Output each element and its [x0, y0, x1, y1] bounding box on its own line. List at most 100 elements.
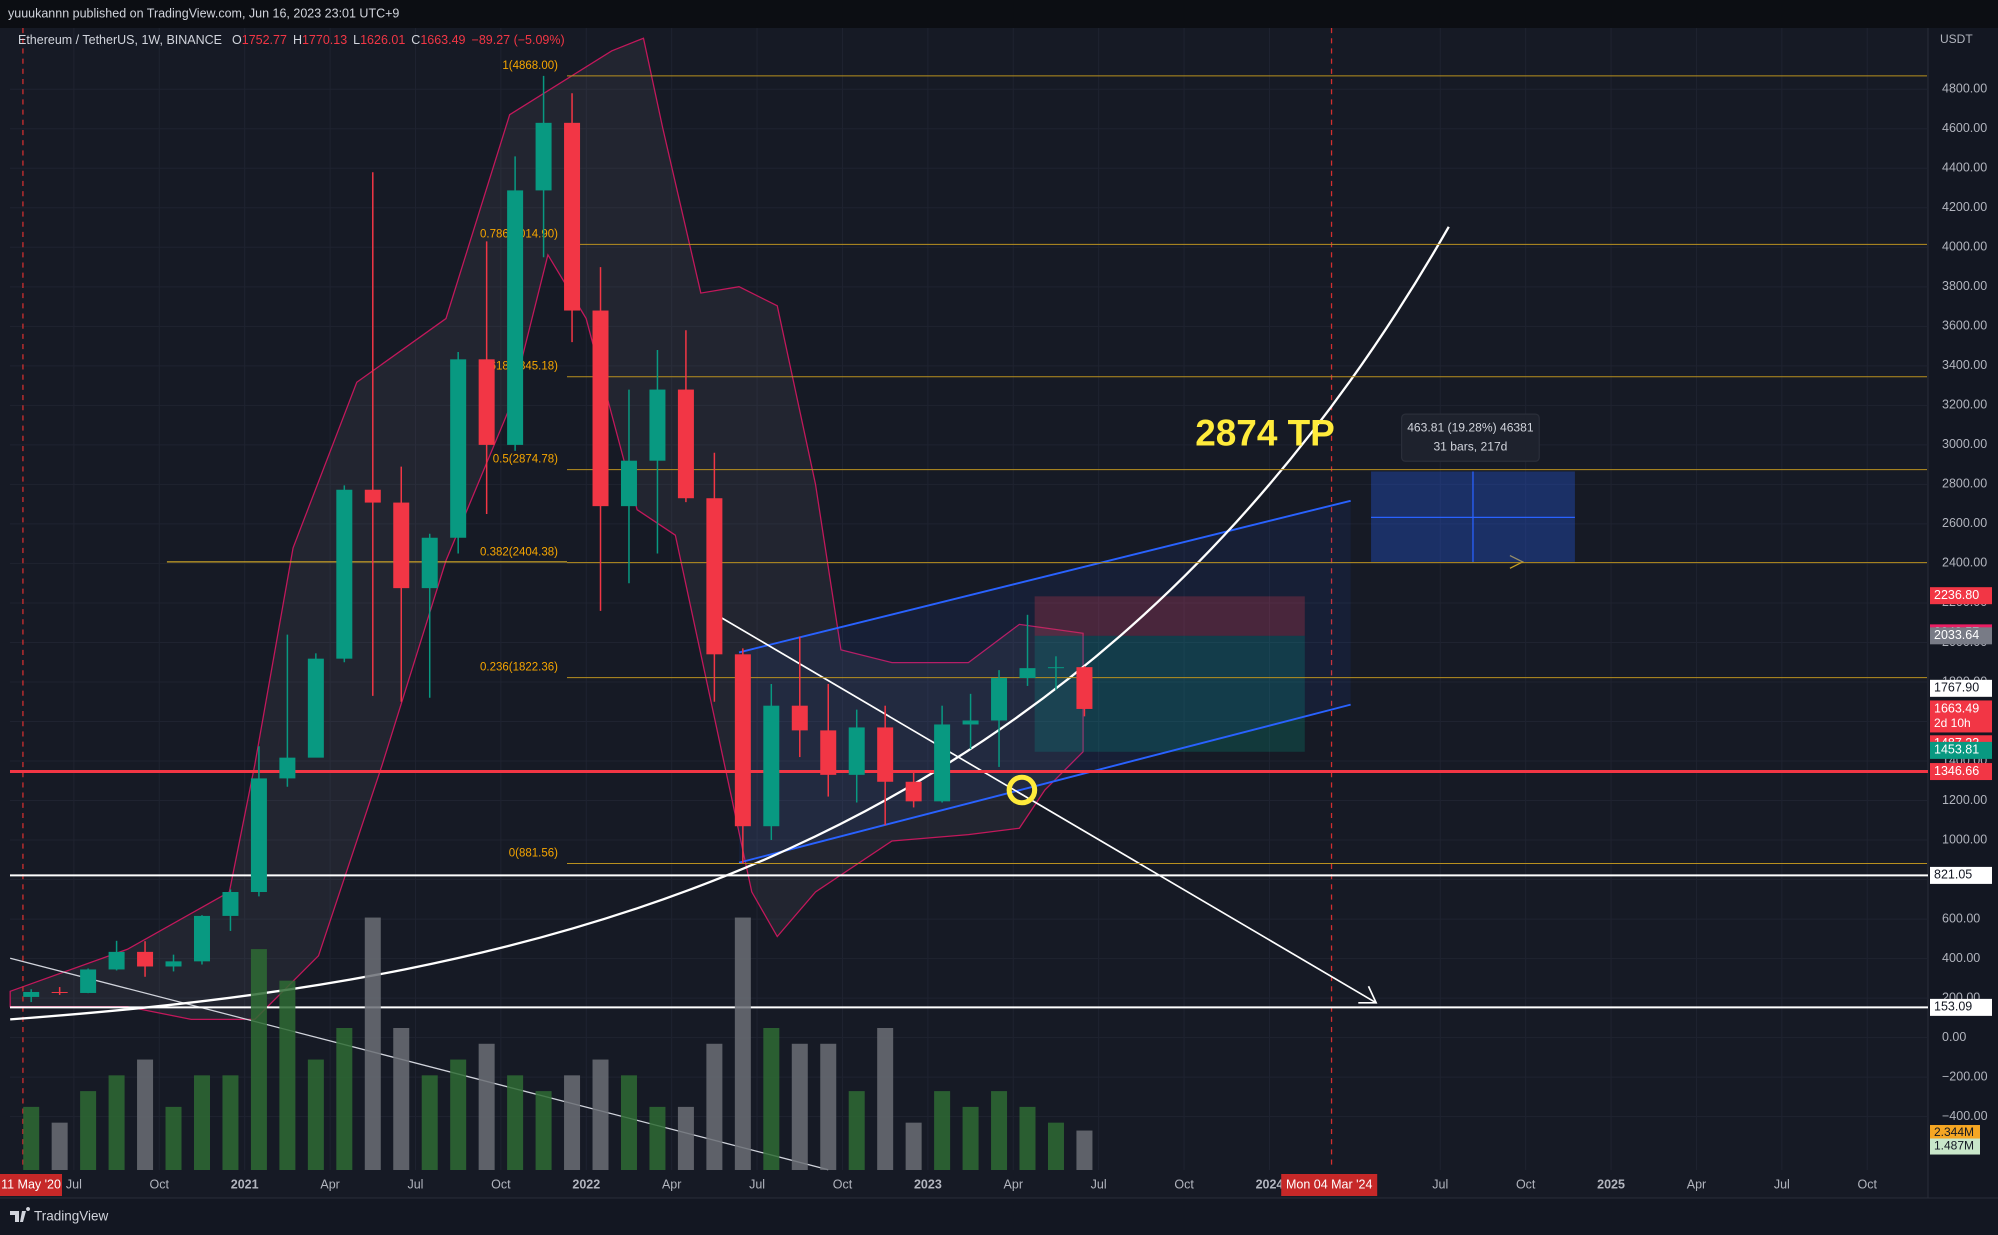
volume-bar [250, 949, 267, 1170]
brand-logo [10, 1207, 31, 1222]
candle-body [307, 658, 324, 758]
candle-body [250, 778, 267, 893]
channel-upper [738, 499, 1351, 654]
y-tick-label: 3400.00 [1942, 358, 1987, 372]
y-tick-label: 0.00 [1942, 1030, 1966, 1044]
volume-bar [1019, 1106, 1036, 1170]
x-tick-label: Jul [749, 1177, 765, 1191]
fib-label: 0.382(2404.38) [480, 547, 558, 559]
ohlc-value: 1770.13 [302, 33, 347, 47]
candle-body [51, 991, 68, 993]
volume-tag [1930, 1138, 1980, 1155]
arrow-head [1358, 985, 1378, 1004]
volume-bar [791, 1043, 808, 1170]
volume-bar [734, 917, 751, 1170]
annotation: 2874 TP [1195, 413, 1335, 454]
candle-body [592, 310, 609, 507]
volume-bar [108, 1075, 125, 1170]
y-tick-label: 600.00 [1942, 911, 1980, 925]
trend-line [710, 610, 1377, 1004]
y-tick-label: −400.00 [1942, 1109, 1988, 1123]
date-marker-label: 11 May '20 [1, 1177, 61, 1191]
candle-body [962, 720, 979, 725]
volume-bar [421, 1075, 438, 1170]
y-tick-label: 2800.00 [1942, 477, 1987, 491]
volume-bar [137, 1059, 154, 1170]
candle-body [649, 389, 666, 461]
x-tick-label: 2022 [572, 1177, 600, 1191]
x-tick-label: Jul [1774, 1177, 1790, 1191]
ohlc-value: 1663.49 [420, 33, 465, 47]
x-tick-label: Jul [407, 1177, 423, 1191]
candle-body [763, 705, 780, 827]
x-tick-label: Oct [1516, 1177, 1536, 1191]
price-tag [1930, 866, 1992, 884]
y-tick-label: 4000.00 [1942, 240, 1987, 254]
candle-body [991, 678, 1008, 721]
volume-bar [279, 980, 296, 1170]
volume-tag [1930, 1125, 1980, 1142]
volume-bar [877, 1028, 894, 1170]
candle-body [165, 961, 182, 967]
price-tag-label: 1663.49 [1934, 701, 1979, 715]
symbol: Ethereum / TetherUS, 1W, BINANCE [18, 33, 222, 47]
volume-bar [1047, 1122, 1064, 1170]
x-tick-label: Oct [150, 1177, 170, 1191]
volume-bar [51, 1122, 68, 1170]
candle-body [478, 359, 495, 445]
x-tick-label: Oct [1174, 1177, 1194, 1191]
x-tick-label: Oct [1858, 1177, 1878, 1191]
measure-label: 463.81 (19.28%) 46381 [1407, 420, 1534, 434]
candle-body [421, 537, 438, 589]
price-tag-label: 153.09 [1934, 1000, 1972, 1014]
highlight-circle [1006, 774, 1038, 806]
price-tag-label: 2033.64 [1934, 628, 1979, 642]
fib-label: 0(881.56) [509, 847, 558, 859]
published-line: yuuukannn published on TradingView.com, … [8, 6, 399, 20]
fib-label: 1(4868.00) [502, 60, 558, 72]
date-marker-tag [0, 1174, 62, 1196]
ohlc-value: 1626.01 [360, 33, 405, 47]
volume-bar [848, 1091, 865, 1170]
candle-body [80, 969, 97, 993]
volume-bar [336, 1028, 353, 1170]
measure-tooltip [1400, 413, 1540, 462]
x-tick-label: 2025 [1597, 1177, 1625, 1191]
volume-bar [564, 1075, 581, 1170]
price-tag-label: 1767.90 [1934, 681, 1979, 695]
price-tag [1930, 998, 1992, 1016]
x-tick-label: Apr [1004, 1177, 1023, 1191]
axis-unit: USDT [1940, 32, 1973, 46]
candle-body [108, 951, 125, 970]
candle-body [905, 781, 922, 802]
volume-bar [193, 1075, 210, 1170]
top-bar [0, 0, 1998, 28]
volume-bar [962, 1106, 979, 1170]
price-tag [1930, 627, 1992, 645]
candle-body [364, 489, 381, 503]
volume-bar [307, 1059, 324, 1170]
volume-bar [507, 1075, 524, 1170]
volume-bar [934, 1091, 951, 1170]
volume-bar [820, 1043, 837, 1170]
candle-body [279, 757, 296, 779]
y-tick-label: 3200.00 [1942, 398, 1987, 412]
measure-sublabel: 31 bars, 217d [1433, 439, 1507, 453]
stop-zone [1034, 596, 1305, 636]
y-tick-label: 1000.00 [1942, 832, 1987, 846]
x-tick-label: 2023 [914, 1177, 942, 1191]
parabolic-curve [10, 226, 1450, 1021]
ohlc-key: L [353, 33, 360, 47]
ohlc-key: H [293, 33, 302, 47]
y-tick-label: 3000.00 [1942, 437, 1987, 451]
x-tick-label: Jul [66, 1177, 82, 1191]
candle-body [1047, 667, 1064, 669]
y-tick-label: −200.00 [1942, 1069, 1988, 1083]
y-tick-label: 2400.00 [1942, 556, 1987, 570]
volume-bar [763, 1028, 780, 1170]
candle-body [564, 122, 581, 311]
y-tick-label: 4600.00 [1942, 121, 1987, 135]
date-marker-label: Mon 04 Mar '24 [1286, 1177, 1373, 1191]
